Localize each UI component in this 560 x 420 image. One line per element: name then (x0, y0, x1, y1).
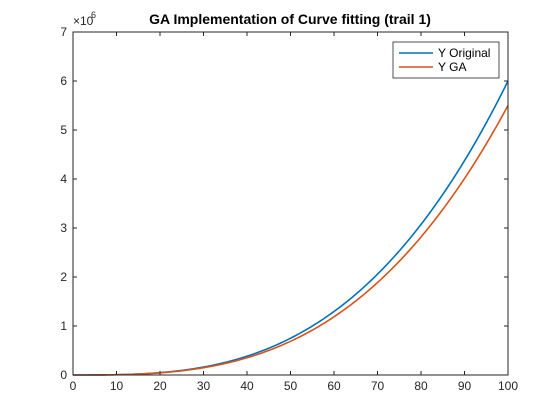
x-tick-label: 100 (498, 379, 518, 393)
x-tick-label: 30 (197, 379, 211, 393)
x-tick-label: 40 (240, 379, 254, 393)
y-tick-label: 2 (60, 270, 67, 284)
y-tick-label: 3 (60, 221, 67, 235)
y-tick-label: 4 (60, 172, 67, 186)
y-tick-label: 1 (60, 319, 67, 333)
y-tick-label: 7 (60, 25, 67, 39)
x-tick-label: 80 (414, 379, 428, 393)
y-tick-label: 0 (60, 368, 67, 382)
y-exponent-label: ×10 6 (73, 10, 96, 28)
x-tick-label: 60 (327, 379, 341, 393)
x-tick-label: 10 (110, 379, 124, 393)
legend-label: Y GA (438, 60, 466, 74)
x-tick-label: 50 (284, 379, 298, 393)
x-tick-label: 90 (458, 379, 472, 393)
x-tick-label: 70 (371, 379, 385, 393)
y-tick-label: 5 (60, 123, 67, 137)
chart-title: GA Implementation of Curve fitting (trai… (149, 11, 431, 27)
y-exponent-power: 6 (91, 10, 96, 20)
legend-label: Y Original (438, 46, 490, 60)
x-tick-label: 20 (153, 379, 167, 393)
x-tick-label: 0 (70, 379, 77, 393)
y-tick-label: 6 (60, 74, 67, 88)
plot-area (73, 32, 508, 375)
